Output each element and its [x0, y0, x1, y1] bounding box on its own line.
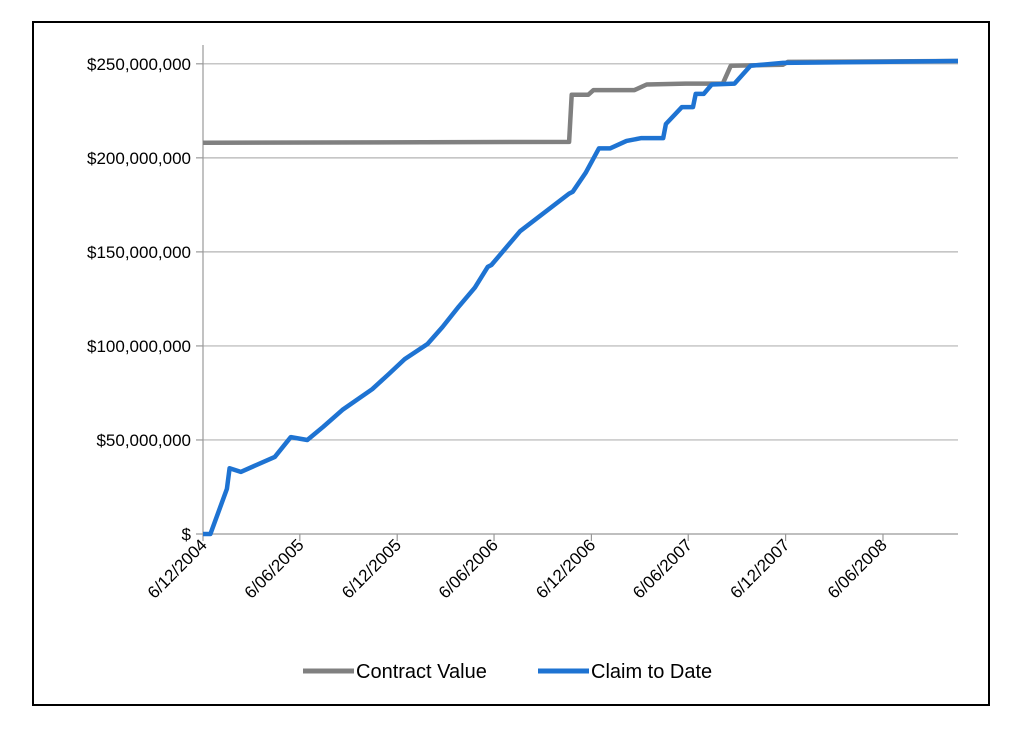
x-tick-label: 6/06/2006	[435, 535, 502, 602]
x-tick-label: 6/12/2007	[727, 535, 794, 602]
y-tick-label: $	[182, 525, 192, 544]
x-tick-label: 6/06/2007	[629, 535, 696, 602]
series-line-contract-value	[202, 58, 959, 146]
y-tick-label: $150,000,000	[87, 243, 191, 262]
x-tick-label: 6/12/2005	[338, 535, 405, 602]
y-tick-label: $200,000,000	[87, 149, 191, 168]
y-tick-label: $100,000,000	[87, 337, 191, 356]
x-tick-label: 6/06/2005	[241, 535, 308, 602]
chart-frame	[32, 21, 990, 706]
legend-label: Claim to Date	[591, 661, 712, 683]
grid-layer	[203, 63, 958, 441]
y-tick-label: $250,000,000	[87, 55, 191, 74]
x-tick-label: 6/06/2008	[824, 535, 891, 602]
series-line-claim-to-date	[203, 58, 959, 537]
legend-label: Contract Value	[356, 661, 487, 683]
y-tick-label: $50,000,000	[96, 431, 191, 450]
legend: Contract Value Claim to Date	[303, 661, 712, 683]
series-layer	[202, 58, 959, 537]
x-tick-label: 6/12/2004	[144, 535, 211, 602]
x-tick-label: 6/12/2006	[532, 535, 599, 602]
